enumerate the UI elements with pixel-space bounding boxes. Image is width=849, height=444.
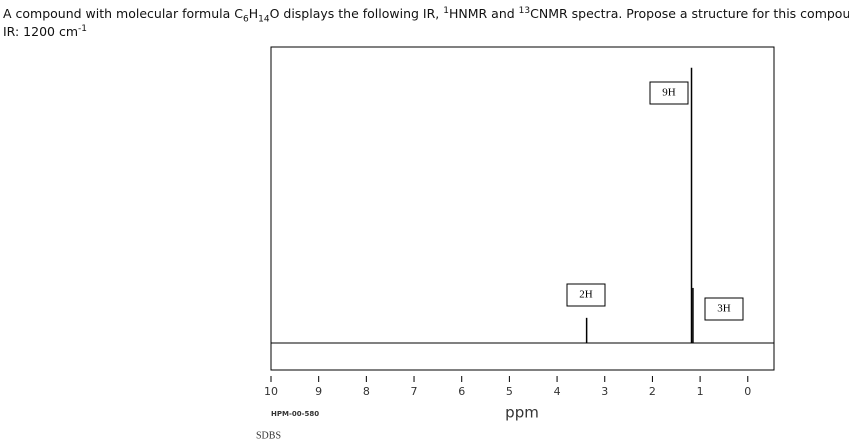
- text: A compound with molecular formula C: [3, 6, 243, 22]
- x-tick-label: 1: [697, 385, 704, 398]
- subscript: 6: [242, 14, 249, 25]
- subscript: 14: [258, 14, 270, 25]
- x-tick-label: 0: [744, 385, 751, 398]
- text: H: [248, 6, 259, 22]
- text: HNMR and: [448, 6, 519, 22]
- annotation-box: [649, 81, 689, 105]
- x-tick-label: 4: [554, 385, 561, 398]
- x-tick-label: 6: [458, 385, 465, 398]
- superscript: 1: [443, 6, 449, 16]
- source: SDBS: [256, 430, 281, 441]
- plot-frame: [270, 46, 775, 371]
- ir-line: IR: 1200 cm-1: [3, 24, 87, 39]
- x-axis-label: ppm: [505, 404, 539, 422]
- text: CNMR spectra. Propose a structure for th…: [530, 6, 849, 22]
- superscript: 13: [518, 6, 531, 16]
- superscript: -1: [78, 24, 87, 34]
- question: A compound with molecular formula C6H14O…: [3, 6, 849, 25]
- annotation-box: [566, 283, 606, 307]
- x-tick-label: 9: [315, 385, 322, 398]
- x-tick-label: 7: [411, 385, 418, 398]
- x-tick-label: 5: [506, 385, 513, 398]
- annotation: 9H: [662, 87, 676, 99]
- x-tick-label: 8: [363, 385, 370, 398]
- x-tick-label: 2: [649, 385, 656, 398]
- annotation-box: [704, 297, 744, 321]
- text: O displays the following IR,: [269, 6, 444, 22]
- text: IR: 1200 cm: [3, 24, 79, 40]
- spectrum-code: HPM-00-580: [271, 410, 319, 418]
- x-tick-label: 3: [601, 385, 608, 398]
- x-tick-label: 10: [264, 385, 278, 398]
- annotation: 2H: [579, 289, 593, 301]
- annotation: 3H: [717, 303, 731, 315]
